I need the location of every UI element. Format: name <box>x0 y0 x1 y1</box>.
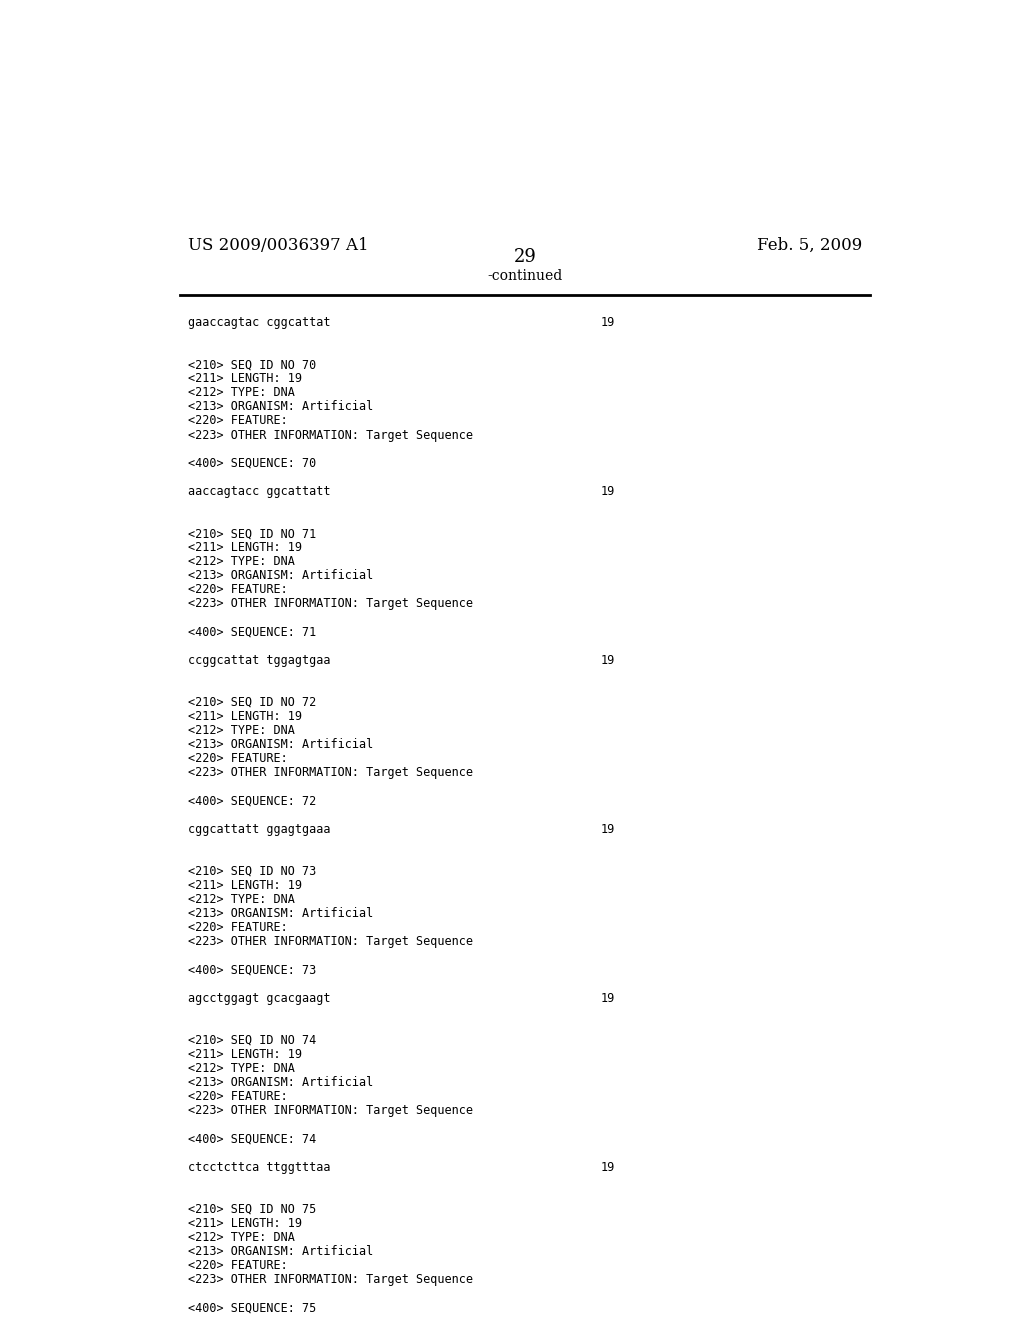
Text: <223> OTHER INFORMATION: Target Sequence: <223> OTHER INFORMATION: Target Sequence <box>187 1274 472 1286</box>
Text: <210> SEQ ID NO 72: <210> SEQ ID NO 72 <box>187 696 315 709</box>
Text: <400> SEQUENCE: 74: <400> SEQUENCE: 74 <box>187 1133 315 1146</box>
Text: cggcattatt ggagtgaaa: cggcattatt ggagtgaaa <box>187 822 330 836</box>
Text: ctcctcttca ttggtttaa: ctcctcttca ttggtttaa <box>187 1160 330 1173</box>
Text: <211> LENGTH: 19: <211> LENGTH: 19 <box>187 372 301 385</box>
Text: 19: 19 <box>600 1160 614 1173</box>
Text: <211> LENGTH: 19: <211> LENGTH: 19 <box>187 1048 301 1061</box>
Text: <210> SEQ ID NO 71: <210> SEQ ID NO 71 <box>187 527 315 540</box>
Text: <223> OTHER INFORMATION: Target Sequence: <223> OTHER INFORMATION: Target Sequence <box>187 429 472 442</box>
Text: -continued: -continued <box>487 269 562 284</box>
Text: <212> TYPE: DNA: <212> TYPE: DNA <box>187 894 294 906</box>
Text: <210> SEQ ID NO 70: <210> SEQ ID NO 70 <box>187 358 315 371</box>
Text: ccggcattat tggagtgaa: ccggcattat tggagtgaa <box>187 653 330 667</box>
Text: <220> FEATURE:: <220> FEATURE: <box>187 752 288 766</box>
Text: <213> ORGANISM: Artificial: <213> ORGANISM: Artificial <box>187 1076 373 1089</box>
Text: <211> LENGTH: 19: <211> LENGTH: 19 <box>187 710 301 723</box>
Text: <212> TYPE: DNA: <212> TYPE: DNA <box>187 725 294 737</box>
Text: <212> TYPE: DNA: <212> TYPE: DNA <box>187 1232 294 1243</box>
Text: <212> TYPE: DNA: <212> TYPE: DNA <box>187 1063 294 1074</box>
Text: <223> OTHER INFORMATION: Target Sequence: <223> OTHER INFORMATION: Target Sequence <box>187 1105 472 1117</box>
Text: <400> SEQUENCE: 72: <400> SEQUENCE: 72 <box>187 795 315 808</box>
Text: <223> OTHER INFORMATION: Target Sequence: <223> OTHER INFORMATION: Target Sequence <box>187 598 472 610</box>
Text: <213> ORGANISM: Artificial: <213> ORGANISM: Artificial <box>187 907 373 920</box>
Text: 19: 19 <box>600 653 614 667</box>
Text: agcctggagt gcacgaagt: agcctggagt gcacgaagt <box>187 991 330 1005</box>
Text: 29: 29 <box>513 248 537 265</box>
Text: <220> FEATURE:: <220> FEATURE: <box>187 583 288 597</box>
Text: <210> SEQ ID NO 73: <210> SEQ ID NO 73 <box>187 865 315 878</box>
Text: aaccagtacc ggcattatt: aaccagtacc ggcattatt <box>187 484 330 498</box>
Text: <400> SEQUENCE: 71: <400> SEQUENCE: 71 <box>187 626 315 639</box>
Text: Feb. 5, 2009: Feb. 5, 2009 <box>757 236 862 253</box>
Text: <220> FEATURE:: <220> FEATURE: <box>187 1259 288 1272</box>
Text: <211> LENGTH: 19: <211> LENGTH: 19 <box>187 541 301 554</box>
Text: gaaccagtac cggcattat: gaaccagtac cggcattat <box>187 315 330 329</box>
Text: 19: 19 <box>600 991 614 1005</box>
Text: <220> FEATURE:: <220> FEATURE: <box>187 414 288 428</box>
Text: <213> ORGANISM: Artificial: <213> ORGANISM: Artificial <box>187 569 373 582</box>
Text: <212> TYPE: DNA: <212> TYPE: DNA <box>187 387 294 400</box>
Text: 19: 19 <box>600 822 614 836</box>
Text: <213> ORGANISM: Artificial: <213> ORGANISM: Artificial <box>187 400 373 413</box>
Text: <213> ORGANISM: Artificial: <213> ORGANISM: Artificial <box>187 738 373 751</box>
Text: <400> SEQUENCE: 73: <400> SEQUENCE: 73 <box>187 964 315 977</box>
Text: <212> TYPE: DNA: <212> TYPE: DNA <box>187 556 294 568</box>
Text: <211> LENGTH: 19: <211> LENGTH: 19 <box>187 879 301 892</box>
Text: <400> SEQUENCE: 70: <400> SEQUENCE: 70 <box>187 457 315 470</box>
Text: <220> FEATURE:: <220> FEATURE: <box>187 1090 288 1104</box>
Text: <211> LENGTH: 19: <211> LENGTH: 19 <box>187 1217 301 1230</box>
Text: <220> FEATURE:: <220> FEATURE: <box>187 921 288 935</box>
Text: <210> SEQ ID NO 74: <210> SEQ ID NO 74 <box>187 1034 315 1047</box>
Text: <223> OTHER INFORMATION: Target Sequence: <223> OTHER INFORMATION: Target Sequence <box>187 936 472 948</box>
Text: <223> OTHER INFORMATION: Target Sequence: <223> OTHER INFORMATION: Target Sequence <box>187 767 472 779</box>
Text: <210> SEQ ID NO 75: <210> SEQ ID NO 75 <box>187 1203 315 1216</box>
Text: US 2009/0036397 A1: US 2009/0036397 A1 <box>187 236 369 253</box>
Text: 19: 19 <box>600 315 614 329</box>
Text: <213> ORGANISM: Artificial: <213> ORGANISM: Artificial <box>187 1245 373 1258</box>
Text: <400> SEQUENCE: 75: <400> SEQUENCE: 75 <box>187 1302 315 1315</box>
Text: 19: 19 <box>600 484 614 498</box>
